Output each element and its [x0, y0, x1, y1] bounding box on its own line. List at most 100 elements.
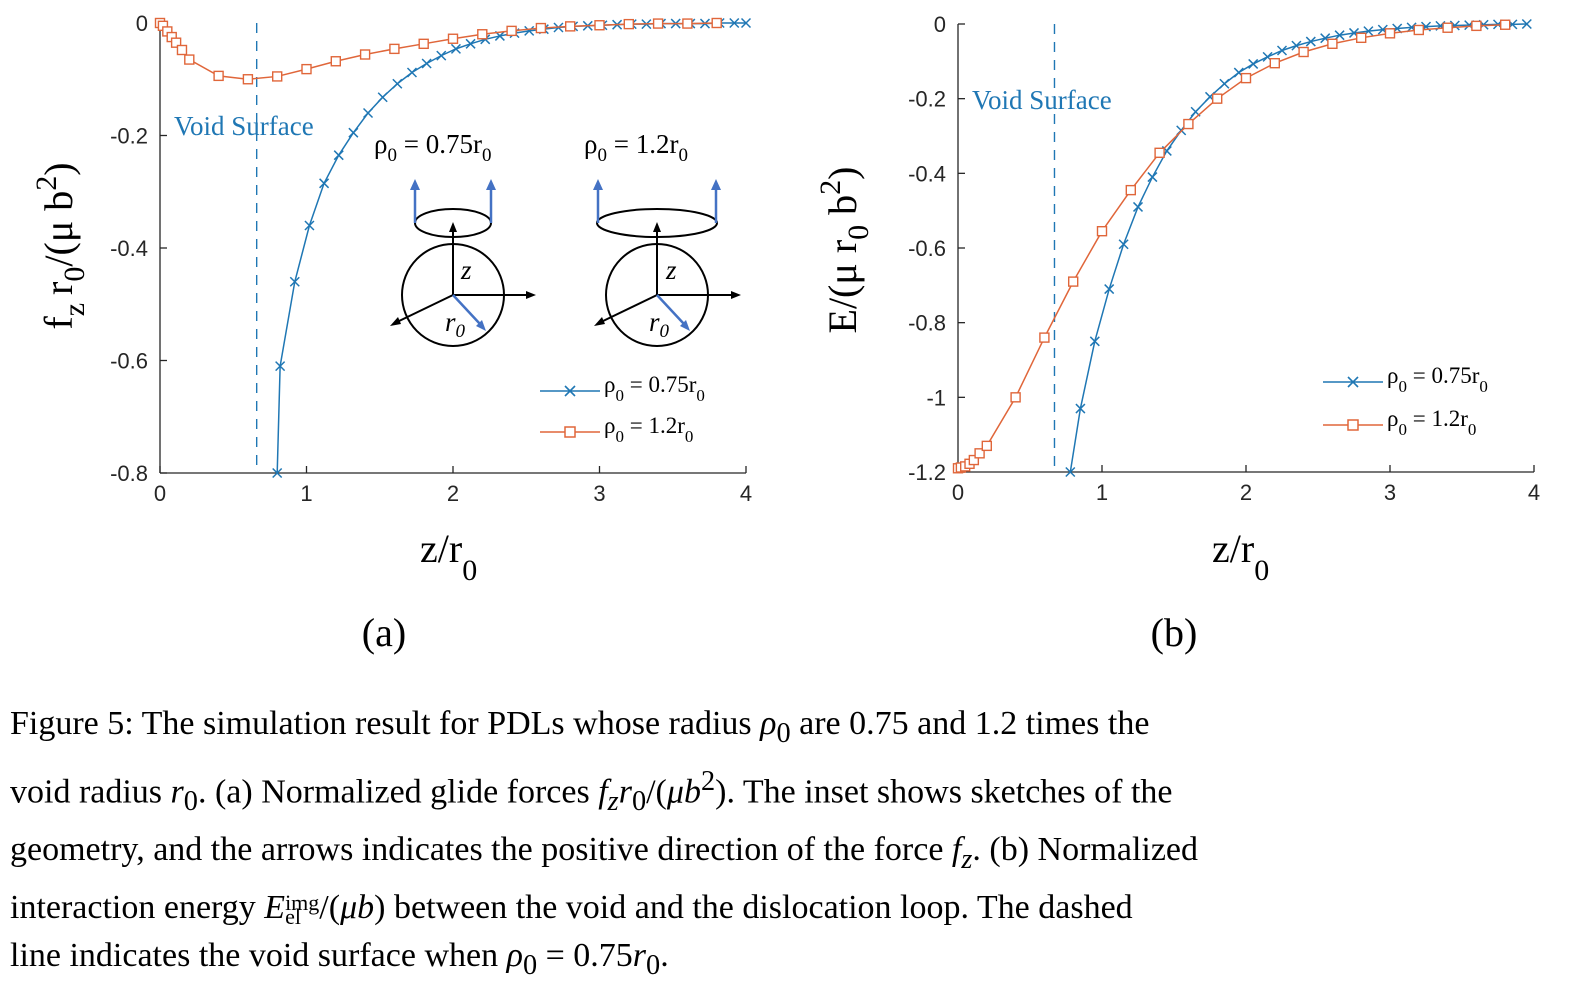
- chart-a-plot-area: [154, 17, 752, 479]
- data-point: [1240, 72, 1252, 84]
- data-point: [1327, 38, 1338, 49]
- chart-a-ylabel: fzr0/(μ b2): [30, 162, 91, 329]
- y-tick-label: -0.8: [908, 311, 946, 336]
- chart-a-panel-label: (a): [362, 610, 406, 655]
- inset-right-sketch: z r0: [593, 179, 741, 347]
- data-point: [682, 18, 693, 29]
- chart-b-legend-marker-1: [1347, 376, 1359, 388]
- data-point: [1096, 225, 1108, 237]
- data-point: [1384, 28, 1396, 39]
- data-point: [1132, 201, 1144, 212]
- data-point: [1276, 45, 1288, 56]
- data-point: [968, 454, 980, 466]
- data-point: [729, 17, 740, 29]
- x-tick-label: 0: [952, 480, 964, 505]
- x-tick-label: 3: [593, 481, 605, 506]
- data-point: [213, 70, 224, 82]
- data-point: [421, 58, 432, 69]
- x-tick-label: 0: [154, 481, 166, 506]
- data-point: [301, 63, 312, 75]
- inset-right-title: ρ0 = 1.2r0: [584, 129, 688, 166]
- data-point: [359, 49, 371, 60]
- chart-b-tick-labels: 0 1 2 3 4 0 -0.2 -0.4 -0.6 -0.8 -1 -1.2: [908, 12, 1540, 505]
- chart-b-legend: ρ0 = 0.75r0 ρ0 = 1.2r0: [1323, 363, 1488, 439]
- chart-a: 0 1 2 3 4 0 -0.2 -0.4 -0.6 -0.8 Void Surface fzr0…: [30, 11, 752, 655]
- data-point: [623, 18, 634, 30]
- data-point: [1039, 332, 1050, 343]
- data-point: [242, 74, 254, 85]
- data-point: [1305, 36, 1316, 47]
- data-point: [477, 29, 488, 40]
- data-point: [319, 178, 330, 189]
- chart-b-legend-label-1: ρ0 = 0.75r0: [1387, 363, 1488, 396]
- data-point: [1219, 78, 1230, 89]
- data-point: [389, 43, 400, 55]
- data-point: [1010, 392, 1021, 403]
- data-point: [1067, 276, 1079, 287]
- data-point: [348, 127, 359, 138]
- y-tick-label: 0: [136, 11, 148, 36]
- data-point: [1075, 403, 1086, 414]
- x-tick-label: 2: [1240, 480, 1252, 505]
- data-point: [1147, 172, 1158, 183]
- chart-a-legend-label-1: ρ0 = 0.75r0: [604, 372, 705, 405]
- inset-left-r-label: r0: [445, 307, 466, 342]
- y-tick-label: -0.2: [908, 87, 946, 112]
- data-point: [1118, 239, 1129, 250]
- series-line-1: [1069, 23, 1527, 473]
- data-point: [406, 67, 418, 78]
- x-tick-label: 1: [1096, 480, 1108, 505]
- y-tick-label: 0: [934, 12, 946, 37]
- data-point: [535, 22, 547, 34]
- data-point: [1499, 19, 1511, 30]
- chart-b-panel-label: (b): [1151, 610, 1198, 655]
- chart-a-legend-marker-2: [564, 426, 576, 438]
- y-tick-label: -0.2: [110, 124, 148, 149]
- data-point: [1065, 466, 1076, 478]
- chart-b-ylabel: E/(μ r0 b2): [814, 167, 875, 334]
- inset-left-sketch: z r0: [390, 179, 536, 347]
- data-point: [184, 54, 195, 65]
- chart-b-xlabel: z/r0: [1212, 526, 1269, 587]
- series-line-2: [159, 22, 717, 81]
- data-point: [447, 33, 459, 44]
- chart-a-void-surface-label: Void Surface: [174, 111, 314, 141]
- chart-b-plot-area: [952, 18, 1532, 478]
- chart-b-void-surface-label: Void Surface: [972, 85, 1112, 115]
- data-point: [362, 107, 374, 119]
- chart-b-axes: [957, 23, 1535, 473]
- figure: 0 1 2 3 4 0 -0.2 -0.4 -0.6 -0.8 Void Surface fzr0…: [30, 11, 1540, 655]
- data-point: [1248, 58, 1259, 69]
- data-point: [1089, 336, 1100, 347]
- data-point: [176, 44, 188, 56]
- y-tick-label: -0.4: [110, 236, 148, 261]
- data-point: [1355, 32, 1367, 44]
- data-point: [1521, 18, 1532, 30]
- data-point: [974, 448, 985, 459]
- data-point: [1211, 93, 1223, 104]
- data-point: [377, 92, 388, 103]
- data-point: [436, 50, 447, 61]
- data-point: [1471, 20, 1482, 32]
- chart-a-legend-label-2: ρ0 = 1.2r0: [604, 413, 693, 446]
- y-tick-label: -1.2: [908, 460, 946, 485]
- data-point: [330, 56, 341, 67]
- data-point: [289, 276, 300, 287]
- data-point: [1334, 30, 1345, 41]
- chart-a-axes: [159, 22, 747, 474]
- data-point: [465, 38, 476, 49]
- data-point: [565, 21, 576, 32]
- data-point: [594, 20, 605, 31]
- x-tick-label: 4: [1528, 480, 1540, 505]
- data-point: [170, 37, 182, 48]
- inset-right-z-label: z: [665, 255, 677, 285]
- data-point: [1442, 22, 1453, 33]
- chart-a-legend: ρ0 = 0.75r0 ρ0 = 1.2r0: [540, 372, 705, 446]
- inset-right-r-label: r0: [649, 307, 670, 342]
- data-point: [524, 25, 535, 36]
- data-point: [506, 25, 517, 37]
- y-tick-label: -1: [926, 385, 946, 410]
- data-point: [1104, 284, 1115, 295]
- data-point: [711, 17, 722, 29]
- data-point: [304, 220, 315, 231]
